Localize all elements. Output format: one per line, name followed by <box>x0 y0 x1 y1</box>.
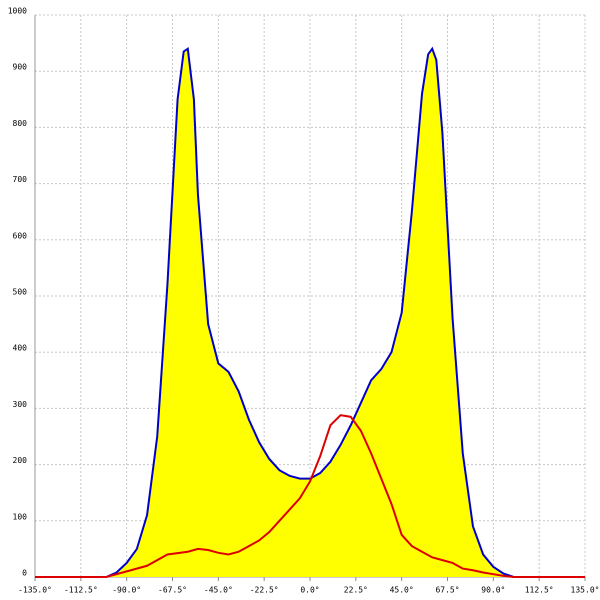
y-tick-label: 100 <box>13 512 28 521</box>
y-tick-label: 700 <box>13 175 28 184</box>
x-tick-label: -22.5° <box>250 586 279 595</box>
x-tick-label: -135.0° <box>18 586 52 595</box>
x-tick-label: 135.0° <box>571 586 600 595</box>
y-tick-label: 500 <box>13 288 28 297</box>
x-tick-label: 67.5° <box>435 586 459 595</box>
x-tick-label: 45.0° <box>390 586 414 595</box>
x-tick-label: -67.5° <box>158 586 187 595</box>
series-line <box>105 46 515 578</box>
series-line <box>35 414 585 578</box>
x-tick-label: -45.0° <box>204 586 233 595</box>
y-tick-label: 0 <box>22 569 27 578</box>
x-tick-label: 90.0° <box>481 586 505 595</box>
y-tick-label: 300 <box>13 400 28 409</box>
y-tick-label: 200 <box>13 456 28 465</box>
x-tick-label: 112.5° <box>525 586 554 595</box>
x-tick-label: -112.5° <box>64 586 98 595</box>
x-tick-label: 22.5° <box>344 586 368 595</box>
y-tick-label: 900 <box>13 63 28 72</box>
x-tick-label: -90.0° <box>112 586 141 595</box>
x-tick-label: 0.0° <box>300 586 319 595</box>
y-tick-label: 400 <box>13 344 28 353</box>
y-tick-label: 800 <box>13 119 28 128</box>
y-tick-label: 1000 <box>8 7 27 16</box>
y-tick-label: 600 <box>13 231 28 240</box>
